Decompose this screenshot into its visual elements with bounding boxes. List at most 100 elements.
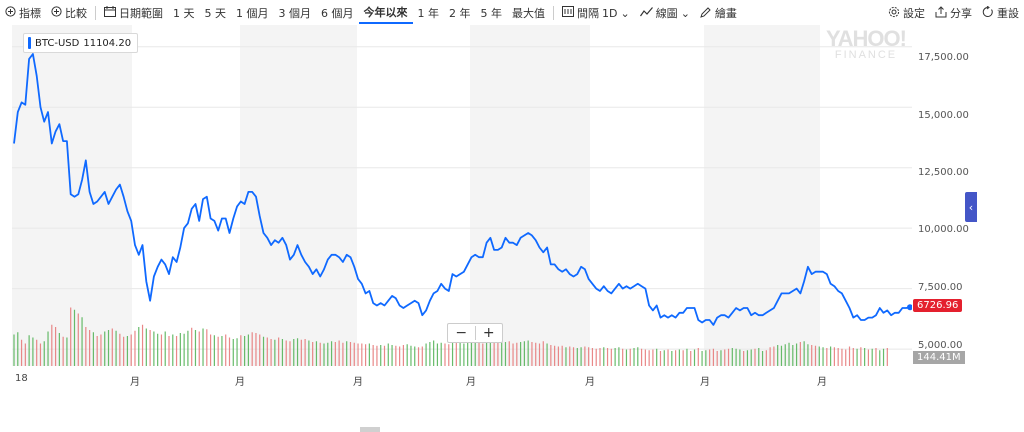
- volume-bar: [376, 345, 378, 366]
- volume-bar: [134, 330, 136, 366]
- volume-bar: [157, 333, 159, 366]
- volume-bar: [750, 349, 752, 366]
- range-1m[interactable]: 1 個月: [236, 7, 269, 20]
- volume-bar: [387, 343, 389, 366]
- draw-button[interactable]: 繪畫: [695, 2, 742, 24]
- volume-bar: [285, 340, 287, 366]
- y-tick-label: 12,500.00: [918, 167, 969, 178]
- volume-bar: [323, 343, 325, 366]
- volume-bar: [871, 348, 873, 366]
- volume-bar: [28, 335, 30, 366]
- collapse-panel-button[interactable]: ‹: [965, 192, 977, 222]
- volume-bar: [232, 339, 234, 366]
- volume-bar: [550, 345, 552, 366]
- settings-button[interactable]: 設定: [883, 2, 930, 24]
- chevron-down-icon: ⌄: [680, 6, 690, 20]
- interval-dropdown[interactable]: 間隔 1D ⌄: [557, 2, 635, 24]
- draw-label: 繪畫: [714, 7, 737, 20]
- volume-bar: [841, 348, 843, 366]
- chart-legend[interactable]: BTC-USD 11104.20: [23, 33, 139, 53]
- volume-bar: [648, 350, 650, 366]
- volume-bar: [107, 330, 110, 366]
- volume-bar: [599, 348, 601, 366]
- compare-button[interactable]: 比較: [46, 2, 92, 24]
- volume-bar: [417, 347, 420, 366]
- range-6m[interactable]: 6 個月: [321, 7, 354, 20]
- toolbar-divider: [553, 6, 554, 20]
- range-5y[interactable]: 5 年: [480, 7, 503, 20]
- volume-bar: [675, 350, 677, 366]
- chevron-down-icon: ⌄: [620, 6, 630, 20]
- volume-bar: [489, 339, 491, 366]
- volume-bar: [293, 339, 295, 366]
- volume-bar: [879, 350, 881, 366]
- zoom-out-button[interactable]: −: [455, 325, 468, 341]
- volume-bar: [656, 348, 658, 366]
- volume-bar: [569, 346, 571, 366]
- volume-bar: [682, 350, 684, 366]
- volume-bar: [811, 345, 813, 366]
- zoom-in-button[interactable]: +: [482, 325, 495, 341]
- volume-bar: [13, 334, 15, 366]
- month-band: [704, 25, 820, 366]
- volume-bar: [848, 346, 851, 366]
- volume-bar: [319, 342, 321, 366]
- volume-bar: [833, 347, 835, 366]
- volume-bar: [168, 336, 170, 366]
- range-2y[interactable]: 2 年: [449, 7, 471, 20]
- volume-bar: [17, 332, 19, 366]
- volume-bar: [334, 342, 336, 366]
- indicators-label: 指標: [19, 7, 41, 20]
- volume-bar: [705, 350, 707, 366]
- range-1d[interactable]: 1 天: [173, 7, 195, 20]
- range-1y[interactable]: 1 年: [417, 7, 440, 20]
- range-max[interactable]: 最大值: [512, 7, 545, 20]
- volume-bar: [784, 344, 786, 366]
- volume-bar: [410, 345, 412, 366]
- reset-button[interactable]: 重設: [977, 2, 1024, 24]
- volume-bar: [123, 336, 125, 366]
- volume-bar: [130, 334, 132, 366]
- volume-bar: [240, 335, 242, 366]
- y-tick-label: 7,500.00: [918, 282, 963, 293]
- volume-bar: [523, 341, 525, 366]
- x-tick-label: 月: [130, 377, 140, 388]
- volume-bar: [153, 331, 155, 366]
- volume-bar: [678, 349, 680, 366]
- reset-icon: [982, 5, 994, 21]
- volume-bar: [308, 340, 310, 366]
- volume-bar: [96, 336, 98, 366]
- chart-type-dropdown[interactable]: 線圖 ⌄: [635, 2, 695, 24]
- interval-value: 1D: [602, 6, 618, 20]
- scroll-indicator[interactable]: [360, 427, 380, 432]
- indicators-button[interactable]: 指標: [0, 2, 46, 24]
- date-range-button[interactable]: 日期範圍: [99, 2, 168, 24]
- price-chart: [12, 25, 912, 366]
- volume-bar: [561, 345, 563, 366]
- volume-bar: [807, 344, 809, 366]
- chevron-left-icon: ‹: [968, 200, 974, 214]
- volume-bar: [852, 348, 854, 366]
- volume-bar: [126, 336, 129, 366]
- volume-bar: [361, 343, 363, 366]
- volume-bar: [327, 342, 329, 366]
- volume-bar: [792, 345, 794, 366]
- volume-bar: [444, 343, 446, 366]
- volume-bar: [54, 327, 57, 366]
- chart-plot-area[interactable]: [12, 25, 912, 366]
- plus-circle-icon: [5, 6, 16, 20]
- volume-bar: [822, 347, 824, 366]
- range-3m[interactable]: 3 個月: [278, 7, 312, 20]
- volume-bar: [66, 337, 68, 366]
- month-band: [240, 25, 357, 366]
- reset-label: 重設: [997, 7, 1019, 20]
- volume-bar: [629, 348, 631, 366]
- range-ytd[interactable]: 今年以來: [358, 3, 413, 24]
- share-button[interactable]: 分享: [930, 2, 977, 24]
- range-5d[interactable]: 5 天: [204, 7, 227, 20]
- volume-bar: [228, 337, 231, 366]
- volume-bar: [667, 349, 669, 366]
- volume-bar: [160, 334, 163, 366]
- volume-bar: [614, 348, 616, 366]
- volume-bar: [652, 349, 654, 366]
